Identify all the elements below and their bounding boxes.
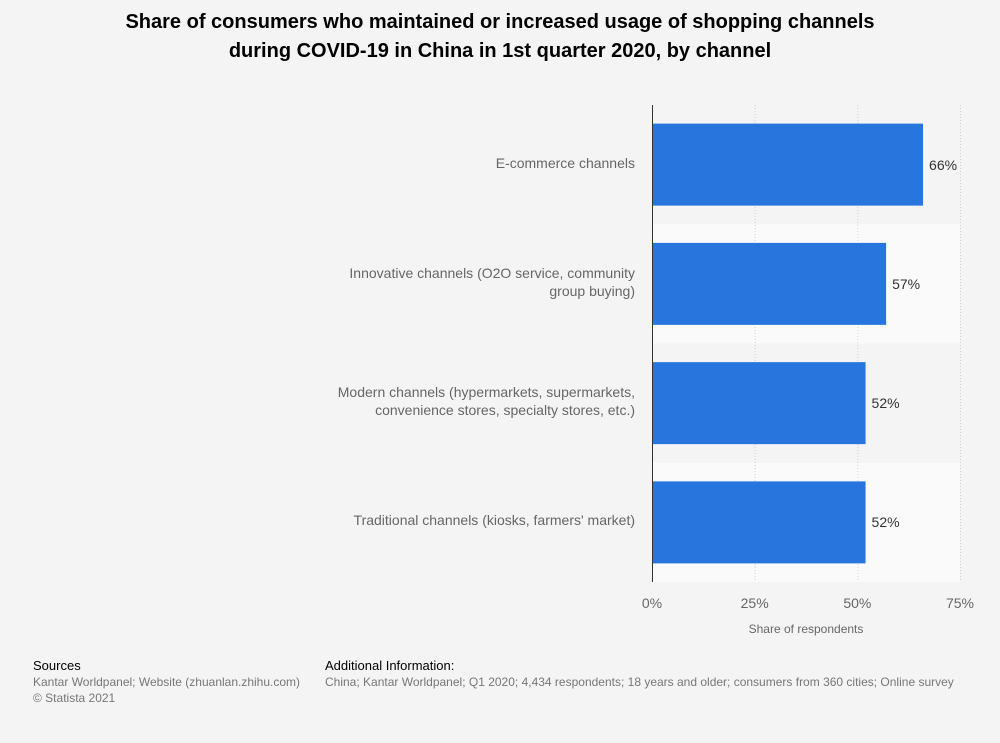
category-label-4: Traditional channels (kiosks, farmers' m… bbox=[295, 511, 635, 529]
sources-heading[interactable]: Sources bbox=[33, 658, 81, 673]
chart-title-line-2: during COVID-19 in China in 1st quarter … bbox=[228, 40, 772, 62]
category-label-line: Modern channels (hypermarkets, supermark… bbox=[337, 384, 635, 401]
category-label-line: E-commerce channels bbox=[495, 154, 635, 171]
x-tick-label-25: 25% bbox=[740, 595, 769, 611]
x-tick-label-0: 0% bbox=[641, 595, 663, 611]
category-label-3: Modern channels (hypermarkets, supermark… bbox=[295, 383, 635, 419]
category-label-1: E-commerce channels bbox=[295, 154, 635, 172]
bar-2 bbox=[652, 242, 887, 325]
category-label-line: Traditional channels (kiosks, farmers' m… bbox=[353, 512, 635, 529]
bar-3 bbox=[652, 362, 866, 445]
additional-info-block: Additional Information: China; Kantar Wo… bbox=[325, 658, 954, 690]
category-label-2: Innovative channels (O2O service, commun… bbox=[295, 264, 635, 300]
category-label-line: group buying) bbox=[549, 282, 635, 299]
value-label-4: 52% bbox=[871, 514, 900, 531]
sources-line-2: © Statista 2021 bbox=[33, 691, 116, 705]
chart-title: Share of consumers who maintained or inc… bbox=[40, 8, 960, 66]
x-axis-title: Share of respondents bbox=[748, 622, 864, 636]
value-label-2: 57% bbox=[892, 275, 921, 292]
category-label-line: convenience stores, specialty stores, et… bbox=[375, 402, 635, 419]
additional-info-heading[interactable]: Additional Information: bbox=[325, 658, 455, 673]
sources-line-1: Kantar Worldpanel; Website (zhuanlan.zhi… bbox=[33, 675, 301, 689]
bar-4 bbox=[652, 481, 866, 564]
value-label-3: 52% bbox=[871, 395, 900, 412]
sources-block: Sources Kantar Worldpanel; Website (zhua… bbox=[33, 658, 300, 706]
x-tick-label-75: 75% bbox=[945, 595, 975, 611]
x-tick-label-50: 50% bbox=[843, 595, 872, 611]
additional-info-text: China; Kantar Worldpanel; Q1 2020; 4,434… bbox=[325, 675, 954, 689]
chart-title-line-1: Share of consumers who maintained or inc… bbox=[125, 11, 875, 33]
bar-1 bbox=[652, 123, 924, 206]
category-label-line: Innovative channels (O2O service, commun… bbox=[349, 264, 635, 281]
value-label-1: 66% bbox=[929, 156, 958, 173]
